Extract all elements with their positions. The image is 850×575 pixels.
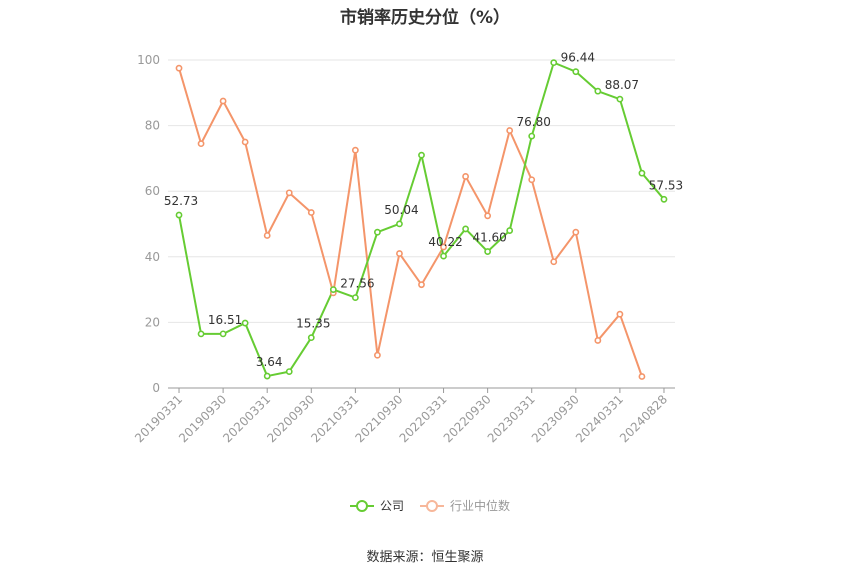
data-point [175,211,183,219]
data-point [484,248,492,255]
data-point [638,373,646,380]
data-point [550,59,558,67]
data-point [418,151,425,159]
data-label: 27.56 [340,277,374,291]
data-point [660,195,668,203]
legend-label[interactable]: 行业中位数 [450,498,510,513]
series-lines [178,61,665,378]
data-label: 96.44 [561,51,595,65]
data-point [396,250,403,257]
data-point [440,252,447,260]
data-point [528,132,536,140]
data-point [638,169,646,177]
legend-label[interactable]: 公司 [380,499,404,513]
data-point [374,351,381,359]
x-axis: 2019033120190930202003312020093020210331… [132,387,675,445]
y-tick-label: 100 [137,53,160,67]
legend: 公司 行业中位数 [350,498,510,513]
x-tick-label: 20240828 [617,392,670,445]
data-point [285,368,293,375]
data-label: 88.07 [605,78,639,92]
data-source: 数据来源：恒生聚源 [366,550,484,565]
data-point [616,310,624,318]
data-point [329,286,337,293]
series-line-0 [178,61,665,378]
data-label: 57.53 [649,178,683,192]
data-point [374,228,381,236]
data-point [351,146,359,154]
data-point [241,319,249,327]
data-label: 16.51 [208,313,242,327]
data-point [175,64,183,72]
data-point [219,330,227,338]
y-tick-label: 60 [145,184,160,198]
grid-lines [168,59,675,323]
data-point [594,337,602,344]
data-point [440,243,447,251]
legend-marker [426,500,438,512]
data-point [506,227,514,234]
data-point [396,220,403,228]
data-point [550,258,558,266]
data-point [572,228,580,236]
data-point [418,281,425,289]
data-point [484,212,492,220]
data-labels: 52.73 16.51 3.64 15.35 27.56 50.04 40.22 41.60 7… [164,51,683,369]
data-label: 15.35 [296,317,330,331]
data-point [351,294,359,302]
data-point [528,176,536,184]
data-point [462,225,469,233]
data-point [263,232,271,239]
legend-marker [356,500,368,512]
y-tick-label: 20 [145,315,160,329]
y-axis: 0 20 40 60 80 100 [137,53,160,395]
data-point [197,330,205,338]
data-label: 52.73 [164,194,198,208]
data-label: 50.04 [384,203,418,217]
data-point [506,127,514,134]
data-point [263,372,271,380]
data-label: 3.64 [256,355,283,369]
data-point [219,97,227,105]
data-point [197,140,205,148]
data-label: 40.22 [428,235,462,249]
data-point [616,95,624,103]
y-tick-label: 40 [145,250,160,264]
data-point [241,138,249,146]
data-point [594,87,602,95]
data-point [307,209,315,216]
series-points [175,59,668,380]
data-point [285,189,293,197]
series-line-1 [178,67,643,377]
data-point [572,68,580,76]
chart-title: 市销率历史分位（%） [339,8,511,28]
y-tick-label: 80 [145,119,160,133]
data-point [307,334,315,342]
data-point [462,173,469,180]
data-label: 41.60 [472,231,506,245]
data-label: 76.80 [517,115,551,129]
y-tick-label: 0 [152,381,160,395]
